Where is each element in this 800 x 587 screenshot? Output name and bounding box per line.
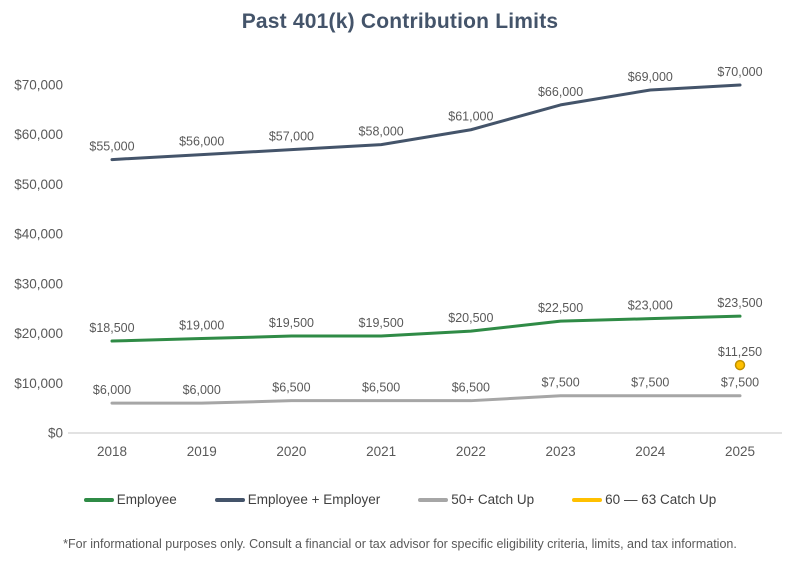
data-label: $6,000 — [183, 383, 221, 397]
x-tick-label: 2018 — [97, 444, 127, 459]
x-tick-label: 2019 — [187, 444, 217, 459]
y-tick-label: $40,000 — [14, 227, 63, 242]
legend-item-employee: Employee — [83, 492, 177, 507]
series-line-employee — [110, 314, 742, 343]
data-label: $70,000 — [717, 65, 762, 79]
y-tick-label: $10,000 — [14, 376, 63, 391]
data-label: $20,500 — [448, 311, 493, 325]
y-tick-label: $50,000 — [14, 177, 63, 192]
legend-item-60-63-catch-up: 60 — 63 Catch Up — [572, 492, 716, 507]
series-line-50-catch-up — [110, 394, 742, 405]
legend-label-employee: Employee — [116, 492, 177, 507]
line-chart: $0 $10,000 $20,000 $30,000 $40,000 $50,000 $60… — [14, 65, 782, 459]
data-label: $6,000 — [93, 383, 131, 397]
data-label: $18,500 — [89, 321, 134, 335]
data-label: $69,000 — [628, 70, 673, 84]
series-60-63-catch-up: $11,250 — [718, 345, 762, 371]
legend-swatch-50-catch-up — [418, 497, 449, 502]
series-line-employee-employer — [110, 83, 742, 162]
x-tick-label: 2024 — [635, 444, 666, 459]
legend-item-employee-employer: Employee + Employer — [214, 492, 381, 507]
y-tick-label: $30,000 — [14, 276, 63, 291]
data-label: $6,500 — [272, 381, 310, 395]
series-employee-employer: $55,000 $56,000 $57,000 $58,000 $61,000 $66,0… — [89, 65, 763, 162]
data-label: $66,000 — [538, 85, 583, 99]
data-label: $6,500 — [362, 381, 400, 395]
scatter-marker-60-63-catch-up — [734, 359, 746, 371]
legend-label-50-catch-up: 50+ Catch Up — [451, 492, 535, 507]
x-tick-label: 2025 — [725, 444, 755, 459]
chart-legend: Employee Employee + Employer 50+ Catch Up 6… — [0, 492, 800, 507]
x-tick-label: 2020 — [276, 444, 306, 459]
data-label: $6,500 — [452, 381, 490, 395]
data-label: $55,000 — [89, 140, 134, 154]
data-label: $58,000 — [359, 125, 404, 139]
series-50-catch-up: $6,000 $6,000 $6,500 $6,500 $6,500 $7,500 $7,5… — [93, 376, 759, 405]
series-employee: $18,500 $19,000 $19,500 $19,500 $20,500 $22,5… — [89, 296, 763, 343]
data-label: $11,250 — [718, 345, 762, 359]
data-label: $7,500 — [541, 376, 579, 390]
x-tick-label: 2023 — [546, 444, 576, 459]
legend-item-50-catch-up: 50+ Catch Up — [418, 492, 534, 507]
data-label: $22,500 — [538, 301, 583, 315]
x-axis-labels: 2018 2019 2020 2021 2022 2023 2024 2025 — [97, 444, 755, 459]
data-label: $19,500 — [269, 316, 314, 330]
legend-label-employee-employer: Employee + Employer — [247, 492, 381, 507]
data-label: $57,000 — [269, 130, 314, 144]
data-label: $7,500 — [631, 376, 669, 390]
footnote: *For informational purposes only. Consul… — [63, 537, 737, 551]
chart-title: Past 401(k) Contribution Limits — [241, 10, 559, 33]
legend-swatch-employee — [83, 497, 114, 502]
y-tick-label: $60,000 — [14, 127, 63, 142]
data-label: $23,000 — [628, 299, 673, 313]
data-label: $7,500 — [721, 376, 759, 390]
x-tick-label: 2021 — [366, 444, 396, 459]
y-axis-labels: $0 $10,000 $20,000 $30,000 $40,000 $50,000 $60… — [14, 78, 63, 441]
legend-label-60-63-catch-up: 60 — 63 Catch Up — [605, 492, 717, 507]
data-label: $23,500 — [717, 296, 762, 310]
y-tick-label: $70,000 — [14, 78, 63, 93]
data-label: $56,000 — [179, 135, 224, 149]
legend-swatch-60-63-catch-up — [572, 497, 603, 502]
legend-swatch-employee-employer — [214, 497, 245, 502]
data-label: $61,000 — [448, 110, 493, 124]
y-tick-label: $0 — [48, 426, 63, 441]
data-label: $19,500 — [359, 316, 404, 330]
data-label: $19,000 — [179, 319, 224, 333]
x-tick-label: 2022 — [456, 444, 486, 459]
y-tick-label: $20,000 — [14, 326, 63, 341]
